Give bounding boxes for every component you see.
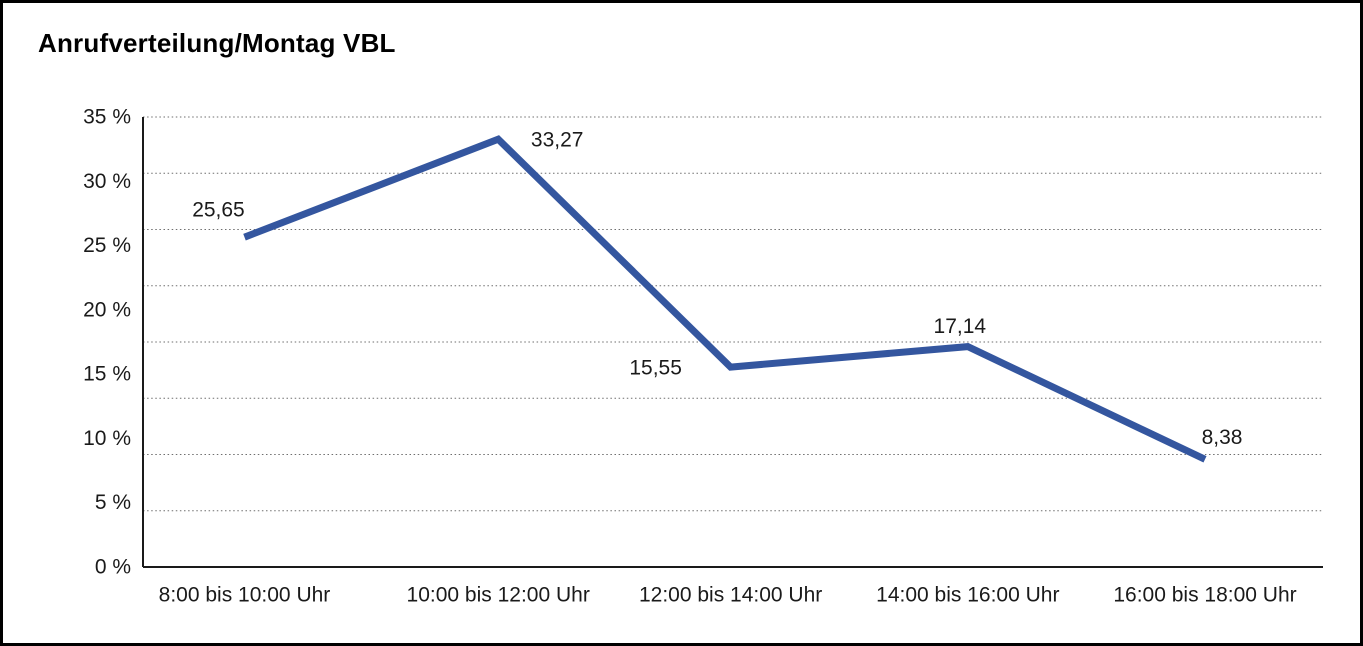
y-tick-label: 5 % [95, 491, 131, 514]
y-tick-label: 0 % [95, 556, 131, 579]
y-tick-label: 15 % [83, 363, 131, 386]
chart-title: Anrufverteilung/Montag VBL [38, 28, 396, 58]
x-category-label: 10:00 bis 12:00 Uhr [407, 584, 590, 607]
y-tick-label: 10 % [83, 427, 131, 450]
data-line-series [243, 135, 1207, 463]
data-point-label: 17,14 [934, 315, 987, 338]
y-tick-label: 30 % [83, 170, 131, 193]
data-point-label: 33,27 [531, 129, 584, 152]
x-category-label: 12:00 bis 14:00 Uhr [639, 584, 822, 607]
x-category-label: 14:00 bis 16:00 Uhr [876, 584, 1059, 607]
y-tick-label: 35 % [83, 106, 131, 129]
x-category-label: 16:00 bis 18:00 Uhr [1113, 584, 1296, 607]
data-point-label: 25,65 [192, 199, 245, 222]
data-point-label: 8,38 [1202, 426, 1243, 449]
x-category-label: 8:00 bis 10:00 Uhr [159, 584, 331, 607]
y-tick-label: 20 % [83, 298, 131, 321]
y-tick-label: 25 % [83, 234, 131, 257]
data-point-label: 15,55 [629, 357, 682, 380]
